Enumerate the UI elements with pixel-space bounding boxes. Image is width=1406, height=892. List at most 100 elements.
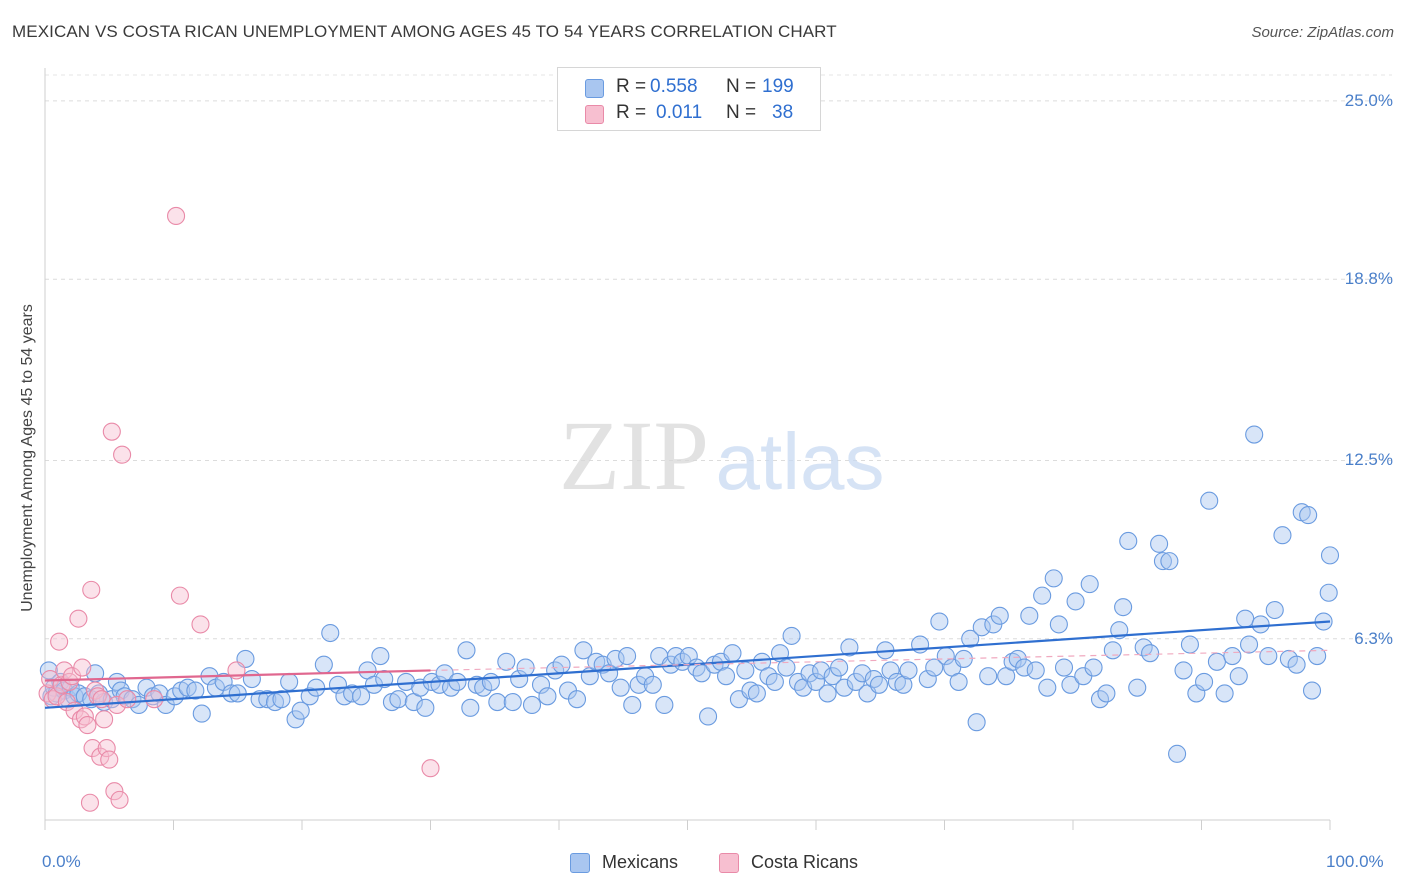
point-mexicans	[736, 661, 755, 680]
legend-swatch-costa-ricans	[585, 105, 604, 124]
point-mexicans	[552, 655, 571, 674]
point-mexicans	[611, 678, 630, 697]
point-mexicans	[280, 672, 299, 691]
x-tick-label-min: 0.0%	[42, 852, 81, 871]
point-mexicans	[972, 618, 991, 637]
point-mexicans	[1044, 569, 1063, 588]
point-mexicans	[567, 690, 587, 709]
y-tick-label: 25.0%	[1344, 90, 1393, 110]
point-mexicans	[481, 672, 500, 691]
point-mexicans	[1308, 646, 1327, 666]
point-costa-ricans	[69, 609, 88, 628]
point-mexicans	[623, 695, 642, 714]
point-costa-ricans	[95, 710, 114, 729]
point-mexicans	[864, 670, 883, 689]
point-mexicans	[1128, 678, 1147, 697]
point-mexicans	[643, 675, 662, 694]
point-mexicans	[655, 695, 674, 714]
point-costa-ricans	[191, 615, 210, 634]
point-mexicans	[806, 672, 826, 691]
point-mexicans	[291, 701, 310, 720]
point-mexicans	[990, 606, 1009, 625]
point-mexicans	[250, 690, 269, 709]
source-credit: Source: ZipAtlas.com	[1251, 24, 1394, 41]
point-mexicans	[1259, 646, 1278, 666]
point-mexicans	[497, 652, 516, 671]
point-mexicans	[1273, 526, 1292, 545]
point-mexicans	[1223, 646, 1242, 666]
point-costa-ricans	[421, 759, 440, 778]
point-costa-ricans	[110, 790, 129, 809]
point-mexicans	[1319, 583, 1338, 602]
point-mexicans	[371, 646, 390, 666]
point-mexicans	[1119, 531, 1138, 551]
point-mexicans	[1049, 615, 1068, 634]
point-mexicans	[881, 661, 900, 680]
legend-r-value: 0.558	[650, 76, 698, 97]
point-mexicans	[574, 641, 593, 660]
point-mexicans	[1287, 655, 1306, 674]
legend-r-value: 0.011	[656, 102, 703, 123]
trend-line-costa-ricans	[44, 669, 431, 682]
point-costa-ricans	[47, 687, 66, 706]
point-costa-ricans	[105, 782, 124, 801]
point-mexicans	[818, 684, 837, 703]
point-mexicans	[1033, 586, 1052, 605]
point-mexicans	[448, 672, 467, 691]
point-mexicans	[522, 695, 542, 714]
trend-extension-costa-ricans	[430, 649, 1331, 672]
point-mexicans	[416, 698, 435, 717]
point-mexicans	[723, 644, 742, 663]
point-mexicans	[894, 675, 913, 694]
point-mexicans	[307, 678, 326, 697]
point-mexicans	[899, 661, 918, 680]
point-mexicans	[840, 638, 859, 657]
point-mexicans	[747, 684, 766, 703]
point-mexicans	[1080, 575, 1099, 594]
point-costa-ricans	[80, 793, 100, 812]
point-mexicans	[461, 698, 480, 717]
grid-lines	[45, 74, 1392, 640]
point-costa-ricans	[50, 632, 69, 651]
point-mexicans	[1061, 675, 1080, 694]
bottom-legend-swatch-mexicans	[570, 853, 590, 873]
point-mexicans	[1114, 598, 1133, 617]
point-mexicans	[1160, 552, 1179, 571]
point-mexicans	[699, 707, 718, 726]
point-mexicans	[222, 684, 241, 703]
point-mexicans	[1020, 606, 1039, 625]
point-mexicans	[1026, 661, 1045, 680]
legend-n-label: N =	[726, 76, 757, 97]
point-mexicans	[503, 693, 522, 712]
point-mexicans	[930, 612, 949, 631]
point-mexicans	[1103, 641, 1122, 660]
series-mexicans	[39, 425, 1340, 763]
point-costa-ricans	[102, 422, 121, 441]
point-mexicans	[716, 667, 736, 686]
point-mexicans	[830, 658, 849, 677]
watermark-atlas: atlas	[716, 417, 885, 506]
watermark-zip: ZIP	[559, 400, 709, 511]
point-mexicans	[1168, 744, 1187, 763]
legend-row-mexicans: R = 0.558 N = 199	[558, 75, 820, 101]
point-mexicans	[286, 710, 305, 729]
bottom-legend-label-costa-ricans: Costa Ricans	[751, 852, 859, 872]
point-mexicans	[777, 658, 796, 677]
point-costa-ricans	[97, 739, 116, 758]
point-mexicans	[1150, 534, 1169, 553]
point-mexicans	[1229, 667, 1248, 686]
point-mexicans	[488, 693, 507, 712]
point-mexicans	[618, 646, 637, 666]
point-mexicans	[1153, 552, 1172, 571]
point-costa-ricans	[82, 580, 101, 599]
point-mexicans	[1215, 684, 1234, 703]
point-costa-ricans	[167, 206, 186, 225]
point-mexicans	[1320, 546, 1340, 565]
y-tick-label: 18.8%	[1344, 269, 1393, 289]
point-costa-ricans	[118, 690, 137, 709]
point-mexicans	[1097, 684, 1116, 703]
point-mexicans	[1207, 652, 1226, 671]
point-costa-ricans	[113, 445, 132, 464]
point-mexicans	[1239, 635, 1259, 654]
